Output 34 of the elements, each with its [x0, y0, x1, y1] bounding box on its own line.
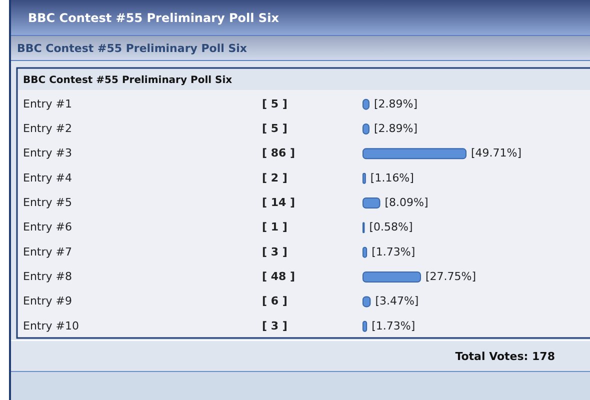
y-tick-label: Entry #10	[23, 319, 79, 332]
text: [ 48 ]	[262, 270, 296, 284]
y-tick-label: Entry #4	[23, 171, 72, 184]
data-label: [0.58%]	[369, 220, 413, 234]
text: BBC Contest #55 Preliminary Poll Six	[17, 42, 248, 55]
data-label: [49.71%]	[471, 146, 522, 160]
data-label: [1.16%]	[370, 171, 414, 184]
y-tick-label: Entry #6	[23, 220, 72, 234]
data-label: [1.73%]	[372, 319, 416, 332]
text: [ 86 ]	[262, 146, 296, 160]
text: BBC Contest #55 Preliminary Poll Six	[23, 75, 233, 86]
text: BBC Contest #55 Preliminary Poll Six	[28, 11, 280, 25]
text: [ 5 ]	[262, 97, 288, 110]
data-label: [27.75%]	[426, 270, 476, 284]
data-label: [2.89%]	[374, 97, 418, 110]
data-label: [1.73%]	[372, 245, 416, 258]
data-label: [3.47%]	[375, 294, 419, 308]
text: Total Votes: 178	[455, 350, 555, 363]
y-tick-label: Entry #1	[23, 97, 72, 110]
data-label: [8.09%]	[384, 196, 428, 210]
y-tick-label: Entry #5	[23, 196, 72, 210]
y-tick-label: Entry #7	[23, 245, 72, 258]
y-tick-label: Entry #8	[23, 270, 72, 284]
y-tick-label: Entry #9	[23, 294, 72, 308]
text: [ 3 ]	[262, 245, 288, 258]
data-label: [2.89%]	[374, 122, 418, 136]
text: [ 6 ]	[262, 294, 288, 308]
y-tick-label: Entry #3	[23, 146, 72, 160]
text: [ 1 ]	[262, 220, 288, 234]
text: [ 5 ]	[262, 122, 288, 136]
y-tick-label: Entry #2	[23, 122, 72, 136]
text: [ 3 ]	[262, 319, 288, 332]
text: [ 14 ]	[262, 196, 296, 210]
text: [ 2 ]	[262, 171, 288, 184]
